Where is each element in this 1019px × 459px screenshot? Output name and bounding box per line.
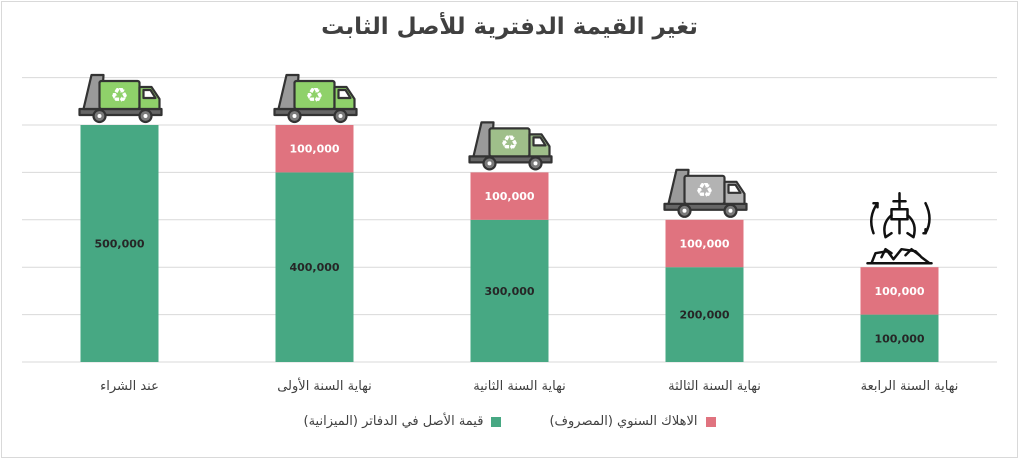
bar-book-value	[665, 267, 744, 362]
data-label-depreciation: 100,000	[874, 285, 924, 298]
category-label: نهاية السنة الثالثة	[668, 379, 761, 394]
bar-book-value	[470, 219, 549, 362]
bar-book-value	[80, 125, 159, 362]
category-label: نهاية السنة الرابعة	[861, 379, 959, 394]
bar-depreciation	[470, 172, 549, 220]
bar-depreciation	[860, 267, 939, 315]
legend-label-depreciation: الاهلاك السنوي (المصروف)	[549, 414, 698, 429]
bar-book-value	[275, 172, 354, 362]
svg-text:♻: ♻	[306, 83, 324, 107]
data-label-book-value: 400,000	[289, 261, 339, 274]
data-label-book-value: 200,000	[679, 309, 729, 322]
data-label-book-value: 500,000	[94, 238, 144, 251]
bar-depreciation	[665, 219, 744, 268]
garbage-truck-icon: ♻	[663, 168, 748, 218]
garbage-truck-icon: ♻	[78, 73, 163, 124]
category-label: نهاية السنة الثانية	[473, 379, 565, 394]
svg-text:♻: ♻	[111, 83, 129, 107]
garbage-truck-icon: ♻	[273, 73, 358, 124]
plot-area: 500,000 عند الشراء ♻ 400,000 100,000 نهاية ال…	[22, 73, 997, 394]
bar-book-value	[860, 314, 939, 362]
legend: الاهلاك السنوي (المصروف) قيمة الأصل في ا…	[0, 414, 1019, 429]
category-label: عند الشراء	[100, 379, 159, 394]
category-label: نهاية السنة الأولى	[277, 377, 372, 394]
legend-label-book-value: قيمة الأصل في الدفاتر (الميزانية)	[303, 414, 484, 429]
data-label-depreciation: 100,000	[679, 238, 729, 251]
legend-item-depreciation: الاهلاك السنوي (المصروف)	[549, 414, 716, 429]
bar-depreciation	[275, 125, 354, 173]
data-label-depreciation: 100,000	[289, 143, 339, 156]
data-label-book-value: 100,000	[874, 332, 924, 345]
garbage-truck-icon: ♻	[468, 121, 553, 171]
chart-title: تغير القيمة الدفترية للأصل الثابت	[321, 14, 698, 40]
data-label-depreciation: 100,000	[484, 190, 534, 203]
legend-swatch-depreciation	[705, 416, 716, 427]
legend-swatch-book-value	[491, 416, 502, 427]
svg-text:♻: ♻	[501, 130, 519, 154]
data-label-book-value: 300,000	[484, 285, 534, 298]
svg-text:♻: ♻	[696, 178, 714, 202]
crane-claw-scrap-icon	[866, 191, 933, 265]
legend-item-book-value: قيمة الأصل في الدفاتر (الميزانية)	[304, 414, 502, 429]
